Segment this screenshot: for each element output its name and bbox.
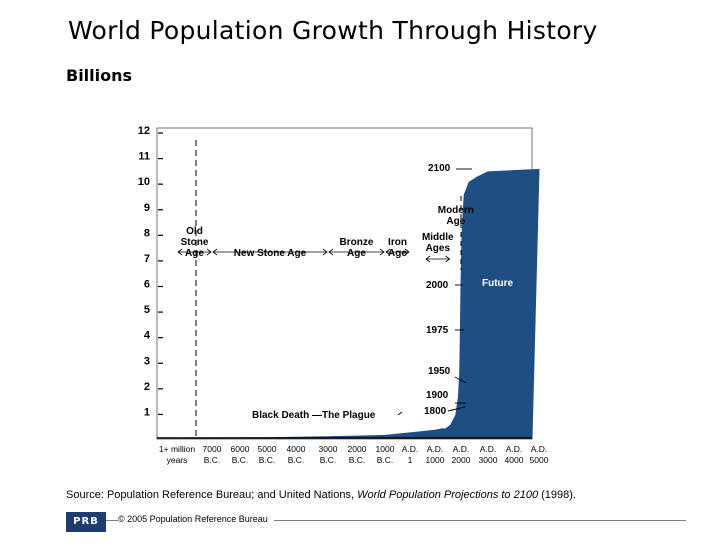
era-bracket-arrow	[177, 248, 183, 256]
prb-logo: PRB	[66, 512, 106, 532]
era-label: Bronze	[340, 237, 374, 248]
x-tick-label: 2000	[452, 455, 471, 465]
y-axis-unit-label: Billions	[66, 66, 133, 85]
x-tick-label: A.D.	[402, 444, 419, 454]
annotation-leader	[397, 411, 403, 416]
era-label: Age	[446, 216, 465, 227]
y-tick-label: 5	[144, 304, 150, 316]
y-tick-label: 2	[144, 381, 150, 393]
x-tick-label: B.C.	[204, 455, 221, 465]
y-tick-label: 11	[138, 151, 150, 163]
x-tick-label: 1000	[376, 444, 395, 454]
annotation-label: 1950	[428, 366, 451, 377]
source-prefix: Source: Population Reference Bureau; and…	[66, 489, 358, 501]
page-title: World Population Growth Through History	[68, 16, 598, 45]
x-tick-label: 4000	[287, 444, 306, 454]
x-tick-label: B.C.	[288, 455, 305, 465]
y-tick-label: 8	[144, 227, 150, 239]
x-tick-label: A.D.	[427, 444, 444, 454]
copyright-text: © 2005 Population Reference Bureau	[118, 514, 274, 524]
x-tick-label: A.D.	[453, 444, 470, 454]
x-tick-label: B.C.	[259, 455, 276, 465]
era-label: Iron	[388, 237, 407, 248]
x-tick-label: A.D.	[480, 444, 497, 454]
y-tick-label: 7	[144, 253, 150, 265]
source-suffix: (1998).	[538, 489, 576, 501]
footer-divider	[66, 520, 686, 521]
era-label: Age	[347, 248, 366, 259]
x-tick-label: A.D.	[531, 444, 548, 454]
annotation-label: 1800	[424, 406, 447, 417]
era-bracket-arrow	[322, 248, 328, 256]
population-area	[176, 168, 540, 439]
y-tick-label: 12	[138, 125, 150, 137]
annotation-label: 2000	[426, 280, 449, 291]
era-label: Stone	[181, 237, 209, 248]
era-label: New Stone Age	[234, 248, 307, 259]
annotation-label: 2100	[428, 163, 451, 174]
x-tick-label: A.D.	[506, 444, 523, 454]
x-tick-label: B.C.	[320, 455, 337, 465]
x-tick-label: years	[167, 455, 188, 465]
x-tick-label: B.C.	[349, 455, 366, 465]
era-label: Middle	[422, 232, 454, 243]
x-tick-label: 3000	[479, 455, 498, 465]
era-bracket-arrow	[404, 248, 410, 256]
future-label: Future	[482, 278, 514, 289]
y-tick-label: 9	[144, 202, 150, 214]
y-tick-label: 3	[144, 355, 150, 367]
x-tick-label: 7000	[203, 444, 222, 454]
era-bracket-arrow	[328, 248, 334, 256]
era-bracket-arrow	[425, 255, 431, 263]
x-tick-label: 2000	[348, 444, 367, 454]
y-tick-label: 1	[144, 406, 150, 418]
annotation-label: 1900	[426, 390, 449, 401]
x-tick-label: 4000	[505, 455, 524, 465]
era-label: Age	[388, 248, 407, 259]
x-tick-label: B.C.	[377, 455, 394, 465]
era-label: Modern	[438, 205, 474, 216]
x-tick-label: B.C.	[232, 455, 249, 465]
era-bracket-arrow	[385, 248, 391, 256]
era-label: Old	[186, 226, 203, 237]
y-tick-label: 10	[138, 176, 150, 188]
annotation-leader	[454, 376, 467, 384]
x-tick-label: 3000	[319, 444, 338, 454]
x-tick-label: 5000	[530, 455, 549, 465]
x-tick-label: 5000	[258, 444, 277, 454]
y-tick-label: 6	[144, 279, 150, 291]
era-bracket-arrow	[206, 248, 212, 256]
era-label: Age	[185, 248, 204, 259]
era-label: Ages	[426, 243, 451, 254]
x-tick-label: 6000	[231, 444, 250, 454]
annotation-label: 1975	[426, 325, 449, 336]
x-tick-label: 1	[408, 455, 413, 465]
y-tick-label: 4	[144, 330, 151, 342]
era-bracket-arrow	[379, 248, 385, 256]
x-tick-label: 1+ million	[159, 444, 195, 454]
source-title: World Population Projections to 2100	[357, 489, 539, 501]
source-note: Source: Population Reference Bureau; and…	[66, 489, 576, 501]
era-bracket-arrow	[445, 255, 451, 263]
era-bracket-arrow	[212, 248, 218, 256]
annotation-label: Black Death —The Plague	[252, 410, 376, 421]
x-tick-label: 1000	[426, 455, 445, 465]
annotation-leader	[447, 406, 466, 412]
